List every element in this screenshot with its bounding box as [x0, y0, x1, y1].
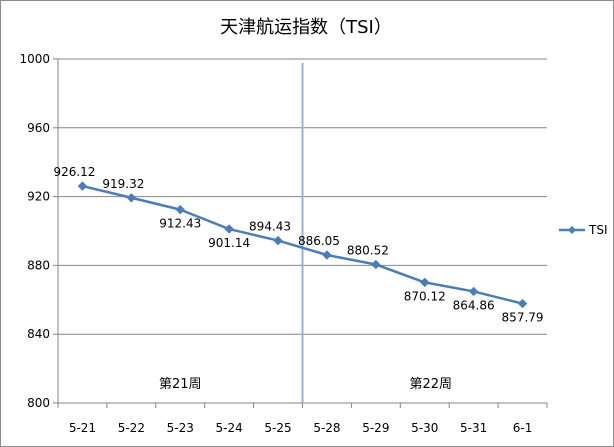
data-point-marker — [468, 286, 479, 297]
data-label: 926.12 — [53, 165, 95, 179]
y-tick-label: 840 — [27, 327, 50, 341]
y-tick-label: 880 — [27, 258, 50, 272]
y-tick-label: 800 — [27, 396, 50, 410]
x-tick-label: 5-23 — [167, 421, 194, 435]
data-label: 894.43 — [249, 220, 291, 234]
x-tick-label: 5-30 — [411, 421, 438, 435]
series-layer — [77, 181, 528, 309]
x-tick-label: 5-31 — [460, 421, 487, 435]
x-tick-label: 5-29 — [362, 421, 389, 435]
y-tick-label: 1000 — [19, 52, 50, 66]
data-label: 880.52 — [347, 244, 389, 258]
data-label: 886.05 — [298, 234, 340, 248]
legend-label: TSI — [588, 223, 608, 237]
x-tick-label: 5-24 — [216, 421, 243, 435]
data-point-marker — [273, 235, 283, 246]
x-tick-label: 5-25 — [264, 421, 291, 435]
data-point-marker — [126, 193, 137, 203]
data-point-marker — [322, 250, 332, 260]
data-point-marker — [77, 181, 88, 191]
week-annotation: 第22周 — [409, 377, 452, 392]
week-annotation: 第21周 — [159, 377, 202, 392]
data-label: 901.14 — [208, 236, 250, 250]
x-tick-label: 5-28 — [313, 421, 340, 435]
x-tick-label: 5-22 — [118, 421, 145, 435]
data-point-marker — [517, 298, 528, 309]
data-labels: 926.12 919.32 912.43 901.14 894.43 886.05 880.… — [53, 165, 543, 325]
data-label: 870.12 — [404, 289, 446, 303]
x-tick-label: 5-21 — [69, 421, 96, 435]
x-tick-label: 6-1 — [513, 421, 533, 435]
week-annotations: 第21周 第22周 — [159, 63, 452, 403]
series-line-tsi — [82, 184, 523, 305]
y-tick-label: 960 — [27, 121, 50, 135]
data-point-marker — [371, 259, 381, 270]
y-tick-label: 920 — [27, 190, 50, 204]
legend-marker — [568, 226, 576, 234]
data-point-marker — [224, 224, 234, 234]
data-point-marker — [175, 204, 185, 215]
data-label: 919.32 — [102, 177, 144, 191]
data-label: 857.79 — [502, 311, 544, 325]
data-point-marker — [420, 277, 430, 288]
data-label: 864.86 — [453, 298, 495, 312]
legend: TSI — [559, 223, 608, 237]
data-label: 912.43 — [159, 217, 201, 231]
axes: 800 840 880 920 960 1000 5-21 5-22 5-23 5-24 5-25 5… — [19, 52, 548, 435]
chart-title: 天津航运指数（TSI） — [220, 17, 392, 38]
